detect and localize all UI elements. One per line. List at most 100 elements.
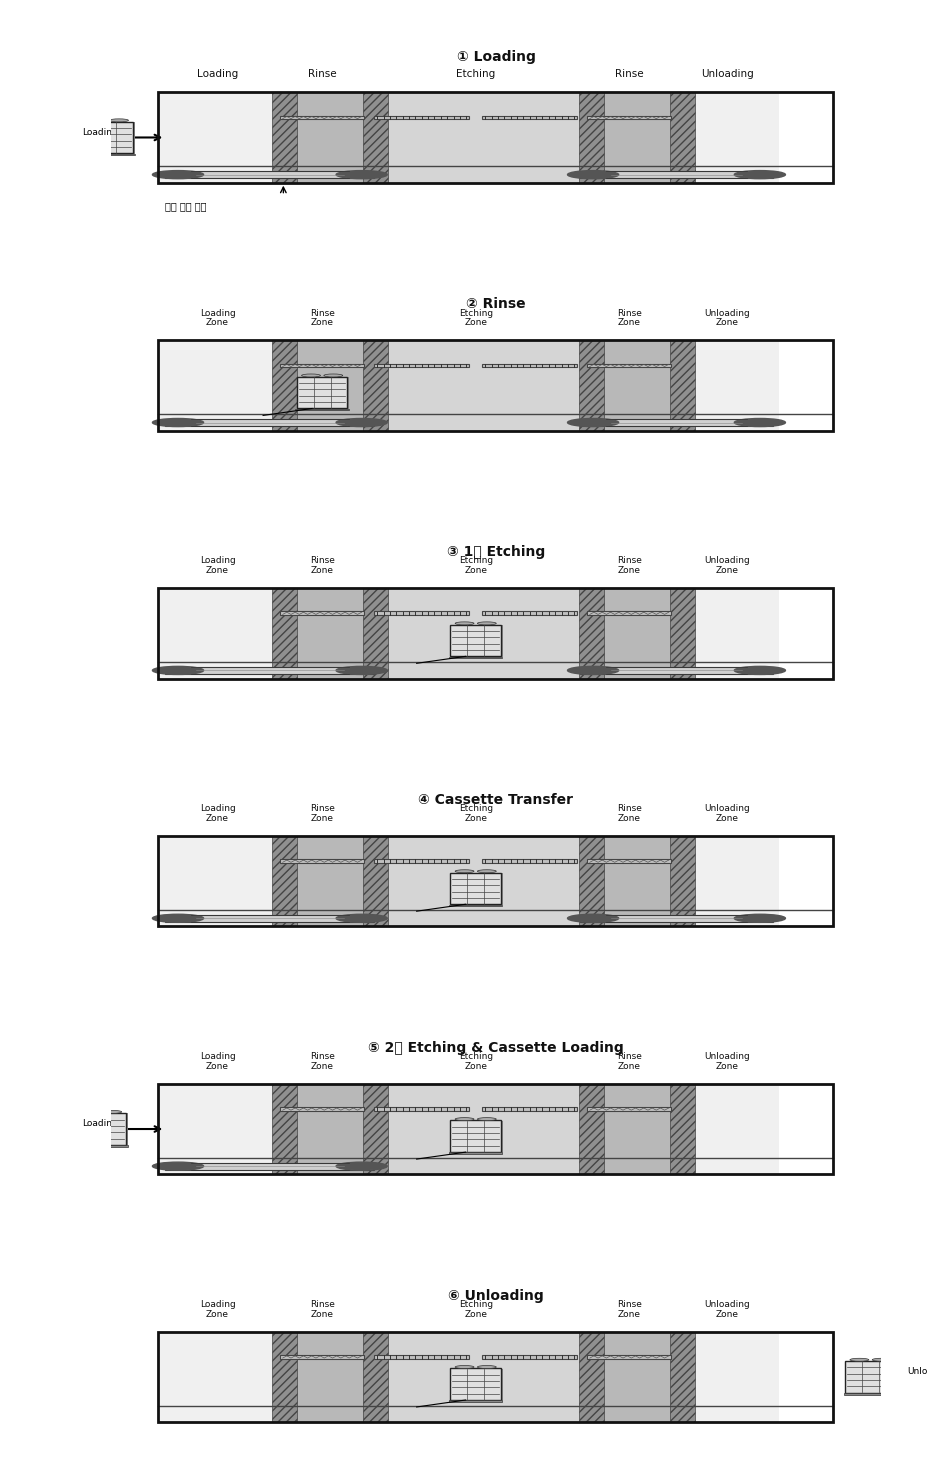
Bar [452, 625, 503, 657]
Text: Etching
Zone: Etching Zone [459, 1301, 493, 1318]
Text: Rinse
Zone: Rinse Zone [310, 1301, 335, 1318]
Text: Loading
Zone: Loading Zone [199, 308, 235, 327]
Bar [675, 1084, 780, 1174]
Text: Rinse
Zone: Rinse Zone [616, 1052, 641, 1071]
Text: Unloading: Unloading [908, 1367, 927, 1376]
Circle shape [109, 119, 129, 122]
Bar [452, 873, 503, 904]
Bar [375, 1355, 469, 1358]
Bar [580, 418, 773, 426]
Bar [451, 1121, 501, 1152]
Bar [482, 364, 577, 367]
Text: Unloading
Zone: Unloading Zone [705, 557, 750, 574]
Text: 지동 반송 유닛: 지동 반송 유닛 [165, 200, 207, 211]
Bar [482, 116, 577, 119]
Bar [272, 93, 297, 183]
Bar [159, 1084, 276, 1174]
Bar [78, 1114, 129, 1145]
Bar [375, 1108, 469, 1111]
Bar [272, 1084, 297, 1174]
Bar [584, 1332, 675, 1423]
Bar [76, 1114, 126, 1145]
Text: Unloading
Zone: Unloading Zone [705, 1052, 750, 1071]
Circle shape [734, 666, 785, 675]
Bar [84, 122, 135, 153]
Bar [587, 611, 671, 616]
Text: Etching
Zone: Etching Zone [459, 1052, 493, 1071]
Bar [669, 588, 695, 679]
Circle shape [337, 915, 387, 922]
Bar [362, 93, 388, 183]
Bar [280, 611, 364, 616]
Bar [280, 116, 364, 119]
Bar [587, 1108, 671, 1111]
Circle shape [103, 1111, 121, 1114]
Text: ④ Cassette Transfer: ④ Cassette Transfer [418, 792, 574, 807]
Bar [362, 588, 388, 679]
Bar [276, 835, 368, 927]
Circle shape [87, 119, 107, 122]
Bar [159, 835, 833, 927]
Bar [165, 1162, 375, 1170]
Circle shape [455, 622, 474, 625]
Bar [165, 171, 375, 178]
Bar [669, 835, 695, 927]
Bar [844, 1393, 897, 1395]
Text: Loading
Zone: Loading Zone [199, 1301, 235, 1318]
Bar [452, 1368, 503, 1401]
Bar [368, 340, 584, 430]
Bar [584, 1084, 675, 1174]
Circle shape [734, 418, 785, 427]
Circle shape [477, 1365, 496, 1368]
Bar [482, 1355, 577, 1358]
Bar [580, 667, 773, 675]
Bar [159, 340, 833, 430]
Circle shape [567, 666, 618, 675]
Circle shape [455, 869, 474, 872]
Text: Rinse: Rinse [308, 69, 337, 80]
Bar [584, 835, 675, 927]
Circle shape [152, 666, 204, 675]
Bar [280, 1355, 364, 1358]
Circle shape [455, 1365, 474, 1368]
Bar [669, 1332, 695, 1423]
Circle shape [734, 171, 785, 178]
Bar [159, 835, 276, 927]
Text: Unloading
Zone: Unloading Zone [705, 804, 750, 823]
Text: Loading: Loading [83, 1119, 118, 1128]
Bar [298, 377, 349, 409]
Bar [74, 1145, 128, 1147]
Bar [675, 1332, 780, 1423]
Bar [82, 153, 134, 155]
Bar [296, 409, 349, 411]
Bar [368, 835, 584, 927]
Circle shape [567, 171, 618, 178]
Text: ② Rinse: ② Rinse [466, 298, 526, 311]
Bar [578, 1332, 603, 1423]
Bar [375, 116, 469, 119]
Text: Rinse
Zone: Rinse Zone [310, 308, 335, 327]
Bar [675, 588, 780, 679]
Bar [847, 1361, 898, 1393]
Text: Unloading
Zone: Unloading Zone [705, 1301, 750, 1318]
Bar [578, 835, 603, 927]
Text: Etching
Zone: Etching Zone [459, 804, 493, 823]
Bar [375, 364, 469, 367]
Text: Rinse: Rinse [615, 69, 643, 80]
Text: Loading: Loading [197, 69, 238, 80]
Bar [280, 1108, 364, 1111]
Bar [159, 93, 276, 183]
Bar [675, 835, 780, 927]
Circle shape [152, 418, 204, 427]
Bar [159, 1332, 833, 1423]
Bar [449, 657, 502, 658]
Bar [83, 122, 133, 153]
Bar [362, 340, 388, 430]
Bar [675, 340, 780, 430]
Bar [375, 859, 469, 863]
Bar [587, 859, 671, 863]
Circle shape [337, 666, 387, 675]
Text: Loading: Loading [83, 128, 118, 137]
Bar [587, 1355, 671, 1358]
Bar [845, 1361, 895, 1393]
